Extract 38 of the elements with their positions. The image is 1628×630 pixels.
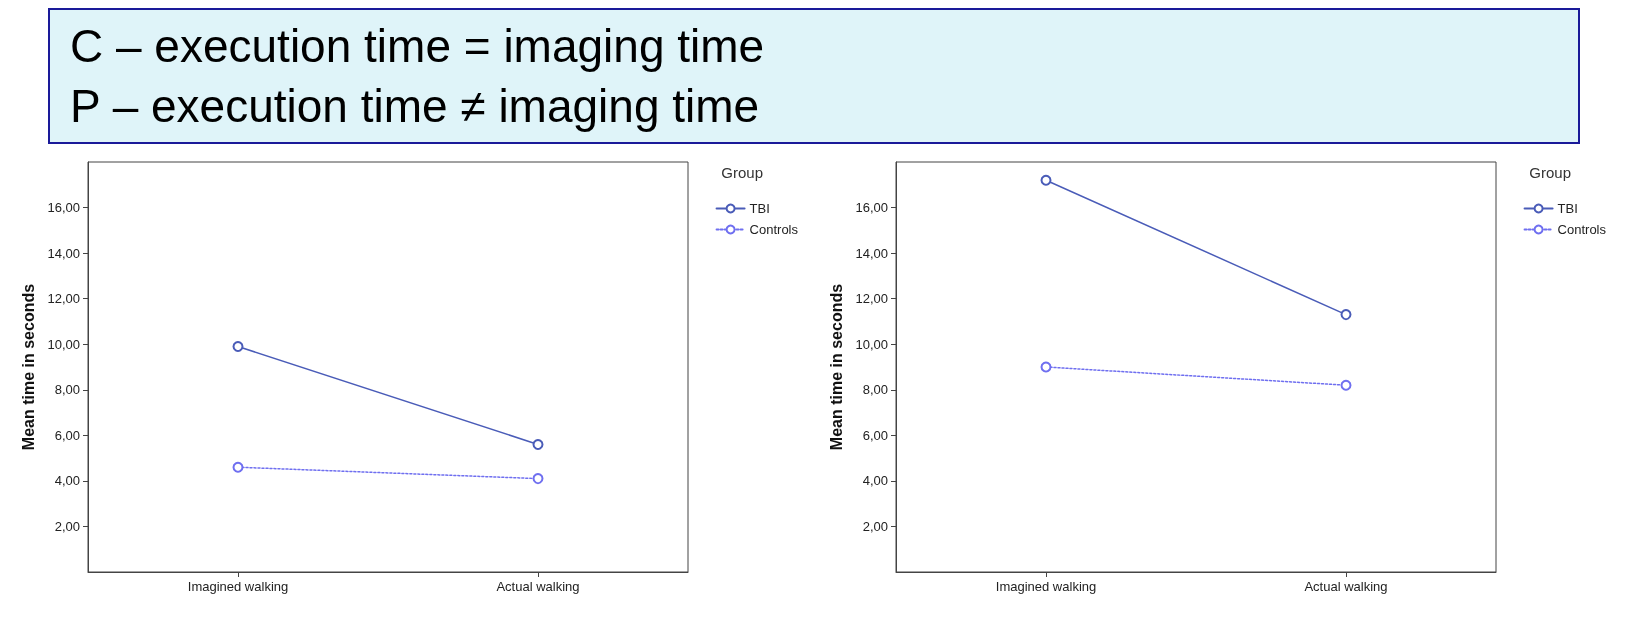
y-tick-label: 16,00 xyxy=(855,200,888,216)
y-tick-label: 6,00 xyxy=(54,427,80,443)
legend-label: TBI xyxy=(1557,201,1578,216)
legend-label: Controls xyxy=(1557,222,1607,237)
point xyxy=(532,438,544,450)
y-tick-label: 10,00 xyxy=(855,336,888,352)
y-tick-label: 14,00 xyxy=(47,245,80,261)
point xyxy=(1040,361,1052,373)
y-tick-label: 4,00 xyxy=(862,473,888,489)
x-tick-label: Actual walking xyxy=(496,579,580,594)
x-tick-label: Actual walking xyxy=(1304,579,1388,594)
y-tick-label: 4,00 xyxy=(54,473,80,489)
y-tick-label: 10,00 xyxy=(47,336,80,352)
legend-label: Controls xyxy=(749,222,799,237)
y-tick-label: 6,00 xyxy=(862,427,888,443)
y-tick-label: 2,00 xyxy=(54,518,80,534)
point xyxy=(232,461,244,473)
legend-title: Group xyxy=(721,164,764,181)
point xyxy=(232,341,244,352)
y-tick-label: 8,00 xyxy=(54,382,80,398)
text: P – execution time ≠ imaging time xyxy=(70,79,761,134)
y-tick-label: 8,00 xyxy=(862,382,888,398)
point xyxy=(1340,309,1352,321)
y-axis-title: Mean time in seconds xyxy=(828,283,846,451)
point xyxy=(532,473,544,485)
legend-label: TBI xyxy=(749,201,770,216)
text: C – execution time = imaging time xyxy=(70,19,766,74)
x-tick-label: Imagined walking xyxy=(187,579,289,594)
legend-title: Group xyxy=(1529,164,1572,181)
x-tick-label: Imagined walking xyxy=(995,579,1097,594)
y-axis-title: Mean time in seconds xyxy=(20,283,38,451)
y-tick-label: 14,00 xyxy=(855,245,888,261)
y-tick-label: 16,00 xyxy=(47,200,80,216)
y-tick-label: 12,00 xyxy=(47,291,80,307)
point xyxy=(1040,174,1052,186)
point xyxy=(1340,379,1352,391)
y-tick-label: 2,00 xyxy=(862,518,888,534)
y-tick-label: 12,00 xyxy=(855,291,888,307)
